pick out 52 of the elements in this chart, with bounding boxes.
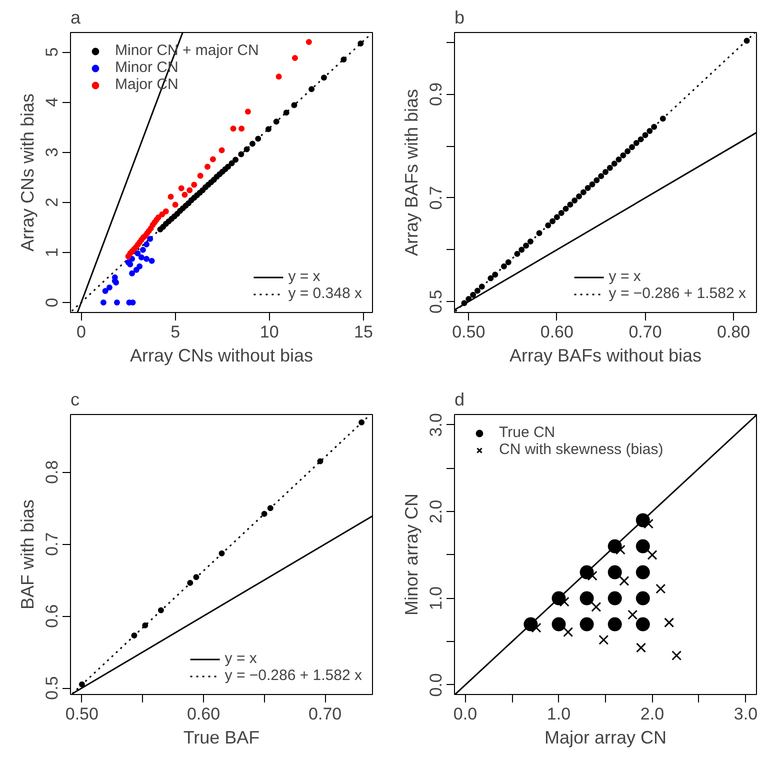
y-axis-title: Minor array CN [402,493,422,616]
y-tick-label: 5 [42,47,62,57]
y-tick-label: 3 [42,147,62,157]
x-tick-label: 0.60 [540,322,574,342]
x-tick-label: 2.0 [640,704,664,724]
legend-label: y = x [288,268,320,285]
legend-label: y = −0.286 + 1.582 x [224,667,362,684]
x-tick-label: 0.80 [716,322,750,342]
y-tick-label: 0 [42,298,62,308]
y-tick-label: 0.8 [42,460,62,484]
chart-title: b [454,8,465,28]
x-tick-label: 3.0 [734,704,758,724]
y-tick-label: 0.5 [426,290,446,314]
y-axis-title: Array BAFs with bias [402,88,422,256]
legend-label: y = x [224,650,257,667]
y-tick-label: 0.7 [42,532,62,556]
legend-label: y = x [608,268,641,285]
x-tick-label: 0.70 [308,704,342,724]
y-tick-label: 0.0 [426,673,446,697]
x-tick-label: 0.0 [453,704,478,724]
x-tick-label: 1.0 [546,704,571,724]
y-tick-label: 0.9 [426,82,446,106]
legend-label: True CN [499,424,556,441]
y-tick-label: 0.5 [42,676,62,700]
y-axis-title: Array CNs with bias [18,93,38,252]
chart-title: c [70,390,80,410]
x-axis-title: Array BAFs without bias [509,346,702,366]
chart-title: a [70,8,82,28]
x-axis-title: Array CNs without bias [130,346,314,366]
y-axis-title: BAF with bias [18,499,38,610]
legend-label: CN with skewness (bias) [499,441,664,458]
x-tick-label: 0.50 [65,704,98,724]
y-tick-label: 0.6 [42,604,62,628]
x-axis-title: True BAF [183,728,260,748]
x-tick-label: 10 [260,322,279,342]
chart-title: d [454,390,465,410]
x-tick-label: 0.70 [628,322,662,342]
y-tick-label: 1 [42,248,62,258]
x-tick-label: 0.60 [186,704,220,724]
x-tick-label: 5 [170,322,180,342]
legend-label: y = −0.286 + 1.582 x [608,285,746,302]
y-tick-label: 2.0 [426,500,446,524]
y-tick-label: 2 [42,198,62,208]
x-tick-label: 0.50 [452,322,486,342]
x-axis-title: Major array CN [544,728,667,748]
y-tick-label: 3.0 [426,413,446,437]
y-tick-label: 1.0 [426,586,446,610]
x-tick-label: 0 [76,322,86,342]
y-tick-label: 4 [42,97,62,107]
legend-label: y = 0.348 x [288,285,362,302]
x-tick-label: 15 [354,322,373,342]
y-tick-label: 0.7 [426,186,446,210]
